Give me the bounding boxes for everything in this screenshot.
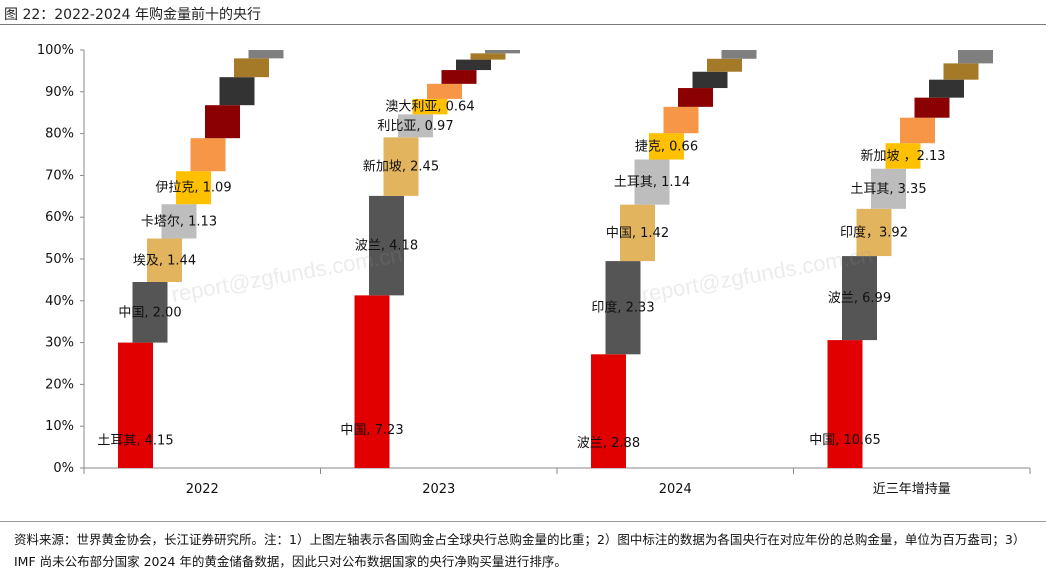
bar-data-label: 澳大利亚, 0.64 (385, 99, 474, 115)
bar-segment (721, 50, 757, 59)
x-tick-label: 2023 (422, 482, 455, 497)
bar-data-label: 中国, 2.00 (118, 305, 181, 320)
y-tick-label: 0% (53, 461, 74, 476)
y-tick-label: 30% (45, 336, 74, 351)
y-tick-label: 80% (45, 127, 74, 142)
bar-data-label: 印度, 2.33 (591, 300, 654, 316)
bar-segment (707, 58, 742, 72)
y-tick-label: 50% (45, 252, 74, 267)
bar-data-label: 新加坡 ，2.13 (860, 148, 945, 164)
bar-segment (205, 105, 240, 139)
bar-data-label: 利比亚, 0.97 (377, 119, 453, 134)
bar-data-label: 印度，3.92 (840, 224, 908, 240)
bar-segment (369, 195, 404, 296)
bar-segment (456, 59, 491, 71)
bar-segment (678, 88, 713, 107)
bar-segment (929, 79, 964, 98)
bar-segment (620, 204, 655, 262)
bar-data-label: 捷克, 0.66 (635, 139, 698, 154)
bar-data-label: 中国, 10.65 (809, 433, 880, 448)
bar-segment (663, 106, 699, 134)
y-tick-label: 10% (45, 419, 74, 434)
bar-segment (248, 50, 284, 59)
bar-segment (234, 58, 269, 78)
bar-segment (591, 354, 626, 468)
bar-segment (634, 159, 670, 205)
bar-segment (441, 70, 477, 84)
bar-segment (649, 133, 684, 160)
bar-segment (914, 97, 950, 118)
bar-data-label: 波兰, 2.88 (577, 436, 640, 451)
bar-segment (470, 53, 506, 60)
bar-data-label: 中国, 1.42 (606, 226, 669, 241)
bar-data-label: 土耳其, 4.15 (97, 433, 173, 448)
notes-rule (0, 521, 1046, 522)
bar-segment (354, 295, 390, 468)
bar-data-label: 新加坡, 2.45 (363, 159, 439, 175)
bar-segment (161, 204, 197, 239)
x-tick-label: 2022 (186, 482, 219, 497)
bar-data-label: 埃及, 1.44 (133, 253, 196, 268)
y-tick-label: 60% (45, 210, 74, 225)
bar-segment (118, 342, 153, 468)
bar-data-label: 卡塔尔, 1.13 (141, 214, 217, 229)
y-tick-label: 20% (45, 377, 74, 392)
bar-segment (190, 138, 226, 172)
bar-segment (871, 168, 906, 209)
source-notes: 资料来源：世界黄金协会，长江证券研究所。注：1）上图左轴表示各国购金占全球央行总… (14, 532, 1026, 569)
bar-segment (885, 143, 921, 169)
x-tick-label: 2024 (659, 482, 692, 497)
bar-segment (176, 171, 211, 205)
title-rule (0, 24, 1046, 25)
data-labels-layer: 土耳其, 4.15 中国, 2.00 埃及, 1.44 卡塔尔, 1.13 伊拉克, 1… (97, 99, 945, 451)
bar-data-label: 波兰, 4.18 (355, 239, 418, 254)
bars-layer (118, 50, 993, 468)
bar-segment (412, 98, 448, 115)
bar-data-label: 伊拉克, 1.09 (155, 181, 231, 196)
bar-segment (827, 340, 863, 468)
bar-segment (842, 256, 877, 341)
bar-segment (485, 50, 520, 54)
bar-segment (943, 63, 979, 80)
bar-segment (605, 261, 641, 355)
bar-segment (900, 117, 935, 144)
x-tick-label: 近三年增持量 (873, 482, 951, 497)
axes-layer: 0% 10% 20% 30% 40% 50% 60% 70% 80% 90% 100% 2022 202… (37, 43, 1031, 497)
y-tick-label: 100% (37, 43, 74, 58)
y-tick-label: 90% (45, 85, 74, 100)
figure-title: 图 22：2022-2024 年购金量前十的央行 (4, 7, 262, 23)
bar-segment (383, 137, 419, 196)
bar-data-label: 土耳其, 3.35 (850, 182, 926, 197)
bar-data-label: 波兰, 6.99 (828, 291, 891, 306)
bar-segment (958, 50, 993, 64)
y-tick-label: 70% (45, 168, 74, 183)
bar-data-label: 土耳其, 1.14 (614, 175, 690, 190)
bar-segment (147, 238, 182, 282)
bar-segment (692, 71, 728, 89)
bar-data-label: 中国, 7.23 (340, 423, 403, 438)
bar-segment (132, 281, 168, 343)
y-tick-label: 40% (45, 294, 74, 309)
stacked-bar-chart: 0% 10% 20% 30% 40% 50% 60% 70% 80% 90% 100% 2022 202… (37, 43, 1031, 497)
bar-segment (219, 77, 255, 106)
bar-segment (427, 83, 462, 99)
bar-segment (398, 114, 433, 138)
bar-segment (856, 208, 892, 257)
